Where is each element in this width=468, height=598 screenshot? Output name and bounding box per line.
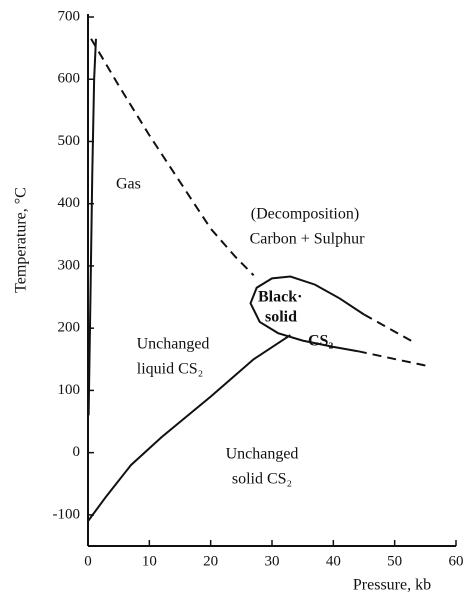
y-tick-label: 700 <box>58 8 81 24</box>
region-label: Carbon + Sulphur <box>250 231 365 248</box>
x-tick-label: 60 <box>449 553 464 569</box>
x-tick-label: 30 <box>265 553 280 569</box>
region-label: Black· <box>258 289 302 306</box>
x-tick-label: 10 <box>142 553 157 569</box>
phase-boundary <box>249 275 365 353</box>
phase-boundary <box>87 334 291 522</box>
region-label: solid CS₂ <box>232 471 292 488</box>
phase-boundary <box>87 38 97 416</box>
region-label: solid <box>265 309 297 326</box>
phase-boundary <box>90 38 255 276</box>
x-tick-label: 0 <box>84 553 92 569</box>
x-tick-label: 50 <box>387 553 402 569</box>
phase-boundary <box>363 313 414 343</box>
y-tick-label: 400 <box>58 195 81 211</box>
y-tick-label: 0 <box>73 444 81 460</box>
y-tick-label: 600 <box>58 71 81 87</box>
region-label: liquid CS₂ <box>137 361 203 378</box>
region-label: CS₂ <box>308 333 333 350</box>
region-label: (Decomposition) <box>251 206 359 223</box>
y-tick-label: 300 <box>58 257 81 273</box>
y-tick-label: 100 <box>58 382 81 398</box>
phase-boundary <box>357 350 426 367</box>
y-tick-label: -100 <box>53 506 81 522</box>
x-axis-label: Pressure, kb <box>353 577 431 594</box>
y-axis-label: Temperature, °C <box>13 187 30 293</box>
region-label: Unchanged <box>137 336 210 353</box>
y-tick-label: 500 <box>58 133 81 149</box>
y-tick-label: 200 <box>58 320 81 336</box>
x-tick-label: 40 <box>326 553 341 569</box>
region-label: Gas <box>116 176 141 193</box>
region-label: Unchanged <box>226 446 299 463</box>
x-tick-label: 20 <box>203 553 218 569</box>
